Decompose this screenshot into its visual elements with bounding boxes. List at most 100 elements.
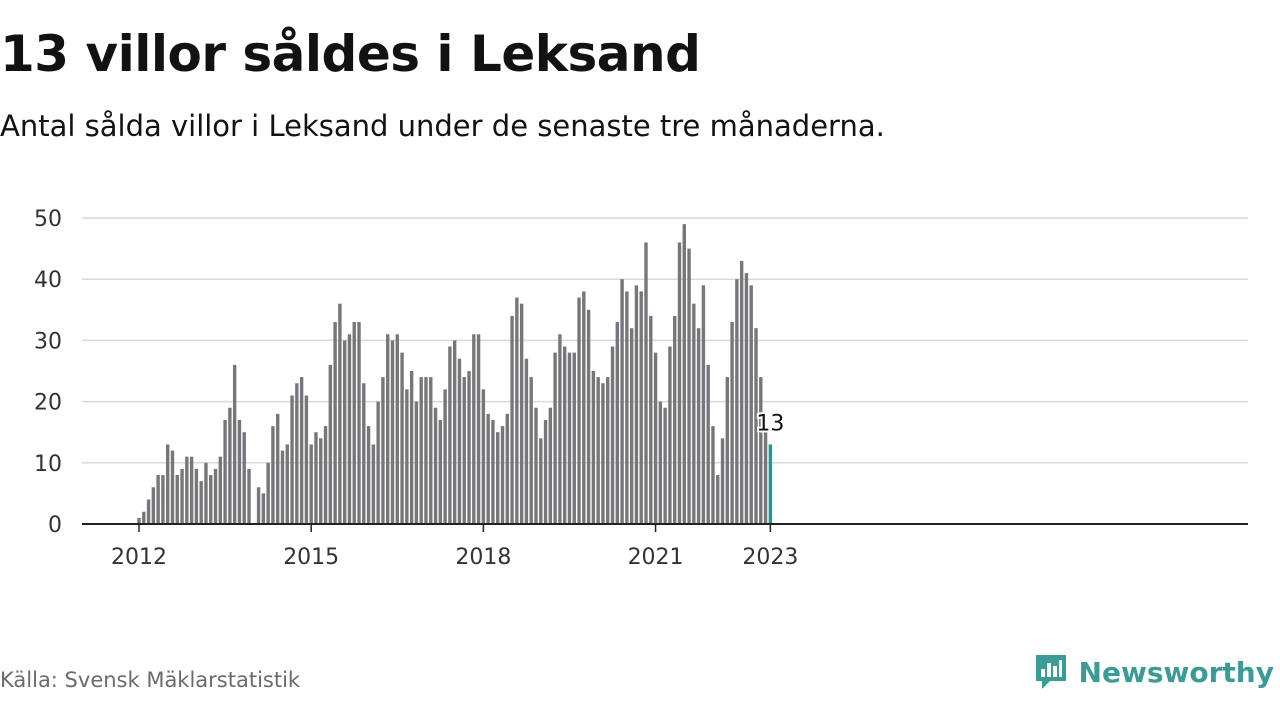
bar bbox=[309, 444, 313, 524]
y-tick-label: 20 bbox=[34, 391, 62, 416]
bar bbox=[682, 224, 686, 524]
bar bbox=[242, 432, 246, 524]
bar bbox=[170, 450, 175, 524]
bar bbox=[328, 364, 333, 524]
bar bbox=[505, 413, 509, 524]
bar bbox=[333, 322, 337, 524]
x-tick-label: 2021 bbox=[628, 545, 684, 570]
bar bbox=[539, 438, 543, 524]
bar bbox=[558, 334, 562, 524]
bar bbox=[342, 340, 347, 524]
bar bbox=[237, 419, 242, 524]
bar bbox=[577, 297, 581, 524]
bar bbox=[323, 426, 328, 524]
bar bbox=[386, 334, 390, 524]
bar bbox=[400, 352, 404, 524]
bar bbox=[759, 377, 763, 524]
bar bbox=[639, 291, 643, 524]
bar bbox=[161, 475, 165, 524]
chart-subtitle: Antal sålda villor i Leksand under de se… bbox=[0, 109, 885, 143]
x-tick-label: 2023 bbox=[742, 545, 798, 570]
bar bbox=[615, 322, 619, 524]
bar bbox=[256, 487, 261, 524]
bar bbox=[213, 468, 218, 524]
bar bbox=[194, 468, 199, 524]
bar bbox=[390, 340, 395, 524]
highlight-bar bbox=[768, 444, 773, 524]
bar bbox=[166, 444, 170, 524]
newsworthy-logo-icon bbox=[1035, 655, 1066, 689]
y-tick-label: 40 bbox=[34, 268, 62, 293]
bar bbox=[218, 456, 223, 524]
bar bbox=[448, 346, 452, 524]
bar bbox=[739, 260, 744, 524]
bar bbox=[562, 346, 567, 524]
bar bbox=[405, 389, 409, 524]
bar bbox=[534, 407, 538, 524]
y-tick-label: 30 bbox=[34, 329, 62, 354]
bar bbox=[457, 358, 462, 524]
bar bbox=[519, 303, 524, 524]
bar bbox=[606, 377, 610, 524]
bar bbox=[156, 475, 160, 524]
bar bbox=[744, 273, 749, 524]
bar bbox=[175, 475, 179, 524]
bar bbox=[620, 279, 624, 524]
bar bbox=[653, 352, 658, 524]
bar bbox=[601, 383, 605, 524]
bar bbox=[352, 322, 356, 524]
bar bbox=[634, 285, 639, 524]
bar bbox=[754, 328, 758, 524]
chart-title: 13 villor såldes i Leksand bbox=[0, 25, 701, 83]
bar bbox=[696, 328, 701, 524]
bar bbox=[567, 352, 572, 524]
bar bbox=[362, 383, 366, 524]
bar bbox=[414, 401, 419, 524]
bar bbox=[319, 438, 323, 524]
bar bbox=[543, 419, 548, 524]
bar bbox=[438, 419, 443, 524]
bar bbox=[629, 328, 634, 524]
bar bbox=[472, 334, 476, 524]
source-note: Källa: Svensk Mäklarstatistik bbox=[0, 668, 301, 692]
bar bbox=[285, 444, 289, 524]
bar bbox=[677, 242, 682, 525]
bar bbox=[553, 352, 557, 524]
bar bbox=[610, 346, 615, 524]
bar bbox=[491, 419, 495, 524]
bar bbox=[701, 285, 706, 524]
bar bbox=[524, 358, 529, 524]
bar-chart: 0 10 20 30 40 50 2012 2015 2018 2021 2023 13 bbox=[34, 207, 1248, 570]
grid-lines bbox=[82, 217, 1248, 464]
bar bbox=[720, 438, 725, 524]
bar bbox=[596, 377, 600, 524]
y-tick-label: 50 bbox=[34, 207, 62, 232]
y-tick-label: 0 bbox=[48, 513, 62, 538]
bar bbox=[452, 340, 457, 524]
bar bbox=[496, 432, 500, 524]
bar bbox=[209, 475, 213, 524]
bar bbox=[419, 377, 423, 524]
bar bbox=[467, 371, 471, 524]
bar bbox=[725, 377, 730, 524]
bar bbox=[395, 334, 399, 524]
bar bbox=[290, 395, 294, 524]
bar bbox=[247, 468, 251, 524]
bar bbox=[371, 444, 376, 524]
bar bbox=[180, 468, 184, 524]
bar bbox=[443, 389, 447, 524]
brand-logo: Newsworthy bbox=[1033, 652, 1274, 692]
bar bbox=[314, 432, 318, 524]
bar bbox=[381, 377, 385, 524]
x-tick-label: 2012 bbox=[111, 545, 167, 570]
bar bbox=[366, 426, 371, 524]
bar bbox=[338, 303, 342, 524]
bar bbox=[137, 517, 141, 524]
y-axis-tick-labels: 0 10 20 30 40 50 bbox=[34, 207, 62, 538]
bar bbox=[228, 407, 232, 524]
bar bbox=[151, 487, 156, 524]
bar bbox=[591, 371, 596, 524]
bar bbox=[730, 322, 734, 524]
bar bbox=[276, 413, 280, 524]
bar bbox=[204, 462, 208, 524]
